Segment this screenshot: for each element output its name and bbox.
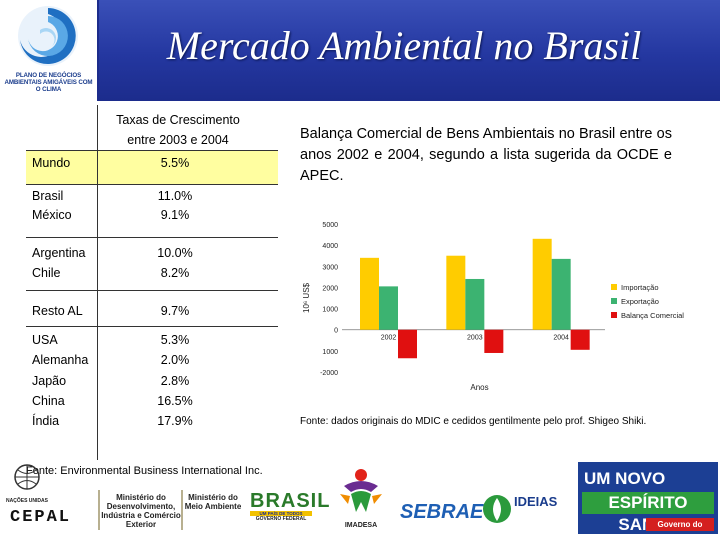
ideias-leaf-icon	[483, 495, 511, 523]
governo-estado-label: Governo do Estado	[646, 518, 714, 542]
table-divider	[26, 150, 278, 151]
table-row-value: 9.1%	[160, 208, 190, 222]
y-tick-label: 1000	[322, 307, 338, 314]
legend-swatch	[611, 298, 617, 304]
table-row-label: Índia	[32, 414, 60, 428]
table-divider	[26, 184, 278, 185]
program-logo: PLANO DE NEGÓCIOS AMBIENTAIS AMIGÁVEIS C…	[0, 0, 99, 101]
table-row-label: China	[32, 394, 65, 408]
table-row-value: 2.8%	[160, 374, 190, 388]
y-tick-label: 1000	[322, 349, 338, 356]
um-novo-label: UM NOVO	[584, 469, 666, 488]
globe-swirl-icon	[18, 6, 78, 66]
table-header: Taxas de Crescimento entre 2003 e 2004	[116, 113, 240, 147]
imadesa-figure-icon	[340, 469, 382, 512]
cepal-logo: CEPAL	[10, 508, 72, 527]
table-row-label: Resto AL	[32, 304, 83, 318]
table-row-value: 8.2%	[160, 266, 190, 280]
x-axis-label: Anos	[470, 383, 488, 392]
table-row-value: 16.5%	[157, 394, 193, 408]
ideias-wordmark: IDEIAS	[514, 494, 558, 509]
table-divider	[26, 237, 278, 238]
y-tick-label: -2000	[320, 370, 338, 377]
y-tick-label: 2000	[322, 285, 338, 292]
table-row-value: 10.0%	[157, 246, 193, 260]
table-row-value: 9.7%	[160, 304, 190, 318]
un-logo: NAÇÕES UNIDAS	[6, 462, 48, 506]
legend-swatch	[611, 312, 617, 318]
brasil-gov-logo: BRASIL UM PAÍS DE TODOS GOVERNO FEDERAL	[250, 490, 331, 522]
table-row-label: Alemanha	[32, 353, 89, 367]
table-divider	[26, 290, 278, 291]
un-caption: NAÇÕES UNIDAS	[6, 498, 48, 504]
page-title: Mercado Ambiental no Brasil	[166, 23, 642, 68]
program-logo-caption: PLANO DE NEGÓCIOS AMBIENTAIS AMIGÁVEIS C…	[4, 72, 93, 93]
bar-balança-comercial	[484, 329, 504, 353]
table-row-label: Chile	[32, 266, 61, 280]
table-row-label: México	[32, 208, 72, 222]
table-row-value: 5.5%	[160, 156, 190, 170]
mma-logo: Ministério do Meio Ambiente	[184, 493, 242, 511]
legend-label: Balança Comercial	[621, 311, 684, 320]
footer-divider	[181, 490, 183, 530]
table-column-divider	[97, 105, 98, 460]
table-row-label: Japão	[32, 374, 67, 388]
y-tick-label: 5000	[322, 222, 338, 229]
x-tick-label: 2004	[553, 335, 569, 342]
legend-label: Exportação	[621, 297, 659, 306]
table-source-note: Fonte: Environmental Business Internatio…	[26, 465, 263, 477]
table-divider	[26, 326, 278, 327]
bar-importação	[446, 255, 466, 330]
table-row-value: 17.9%	[157, 414, 193, 428]
table-row-label: USA	[32, 333, 58, 347]
title-banner: PLANO DE NEGÓCIOS AMBIENTAIS AMIGÁVEIS C…	[0, 0, 720, 101]
y-axis-label: 10⁶ US$	[302, 282, 311, 313]
highlight-row-mundo	[26, 150, 278, 184]
chart-source-note: Fonte: dados originais do MDIC e cedidos…	[300, 416, 647, 427]
bar-exportação	[465, 278, 485, 330]
table-row-value: 2.0%	[160, 353, 190, 367]
table-row-value: 11.0%	[157, 189, 193, 203]
un-emblem-icon	[14, 464, 40, 490]
bar-balança-comercial	[570, 329, 590, 350]
legend-swatch	[611, 284, 617, 290]
legend-label: Importação	[621, 283, 659, 292]
table-row-value: 5.3%	[160, 333, 190, 347]
x-tick-label: 2002	[381, 335, 397, 342]
y-tick-label: 3000	[322, 264, 338, 271]
espirito-santo-logo: UM NOVO ESPÍRITO SANTO Governo do Estado	[578, 462, 718, 542]
bar-balança-comercial	[398, 329, 417, 359]
x-tick-label: 2003	[467, 335, 483, 342]
table-row-label: Mundo	[32, 156, 71, 170]
bar-exportação	[379, 286, 398, 330]
imadesa-logo: IMADESA	[336, 466, 386, 530]
sebrae-logo: SEBRAE	[400, 501, 484, 523]
bar-exportação	[551, 258, 571, 330]
table-row-label: Argentina	[32, 246, 86, 260]
bar-importação	[360, 257, 379, 330]
governo-federal-label: GOVERNO FEDERAL	[255, 516, 307, 522]
bar-importação	[532, 238, 552, 330]
y-tick-label: 0	[334, 328, 338, 335]
y-tick-label: 4000	[322, 243, 338, 250]
ideias-logo: IDEIAS	[482, 490, 562, 530]
trade-balance-chart: 5000 4000 3000 2000 1000 0 1000 -2000 10⁶ US$ 200…	[302, 222, 684, 392]
table-row-label: Brasil	[32, 189, 64, 203]
espirito-santo-label: ESPÍRITO SANTO	[582, 492, 714, 534]
brasil-slogan: UM PAÍS DE TODOS	[250, 511, 312, 516]
footer-divider	[98, 490, 100, 530]
imadesa-label: IMADESA	[344, 522, 378, 529]
mdic-logo: Ministério do Desenvolvimento, Indústria…	[101, 493, 181, 529]
brasil-wordmark: BRASIL	[250, 490, 331, 512]
chart-description: Balança Comercial de Bens Ambientais no …	[300, 126, 672, 184]
